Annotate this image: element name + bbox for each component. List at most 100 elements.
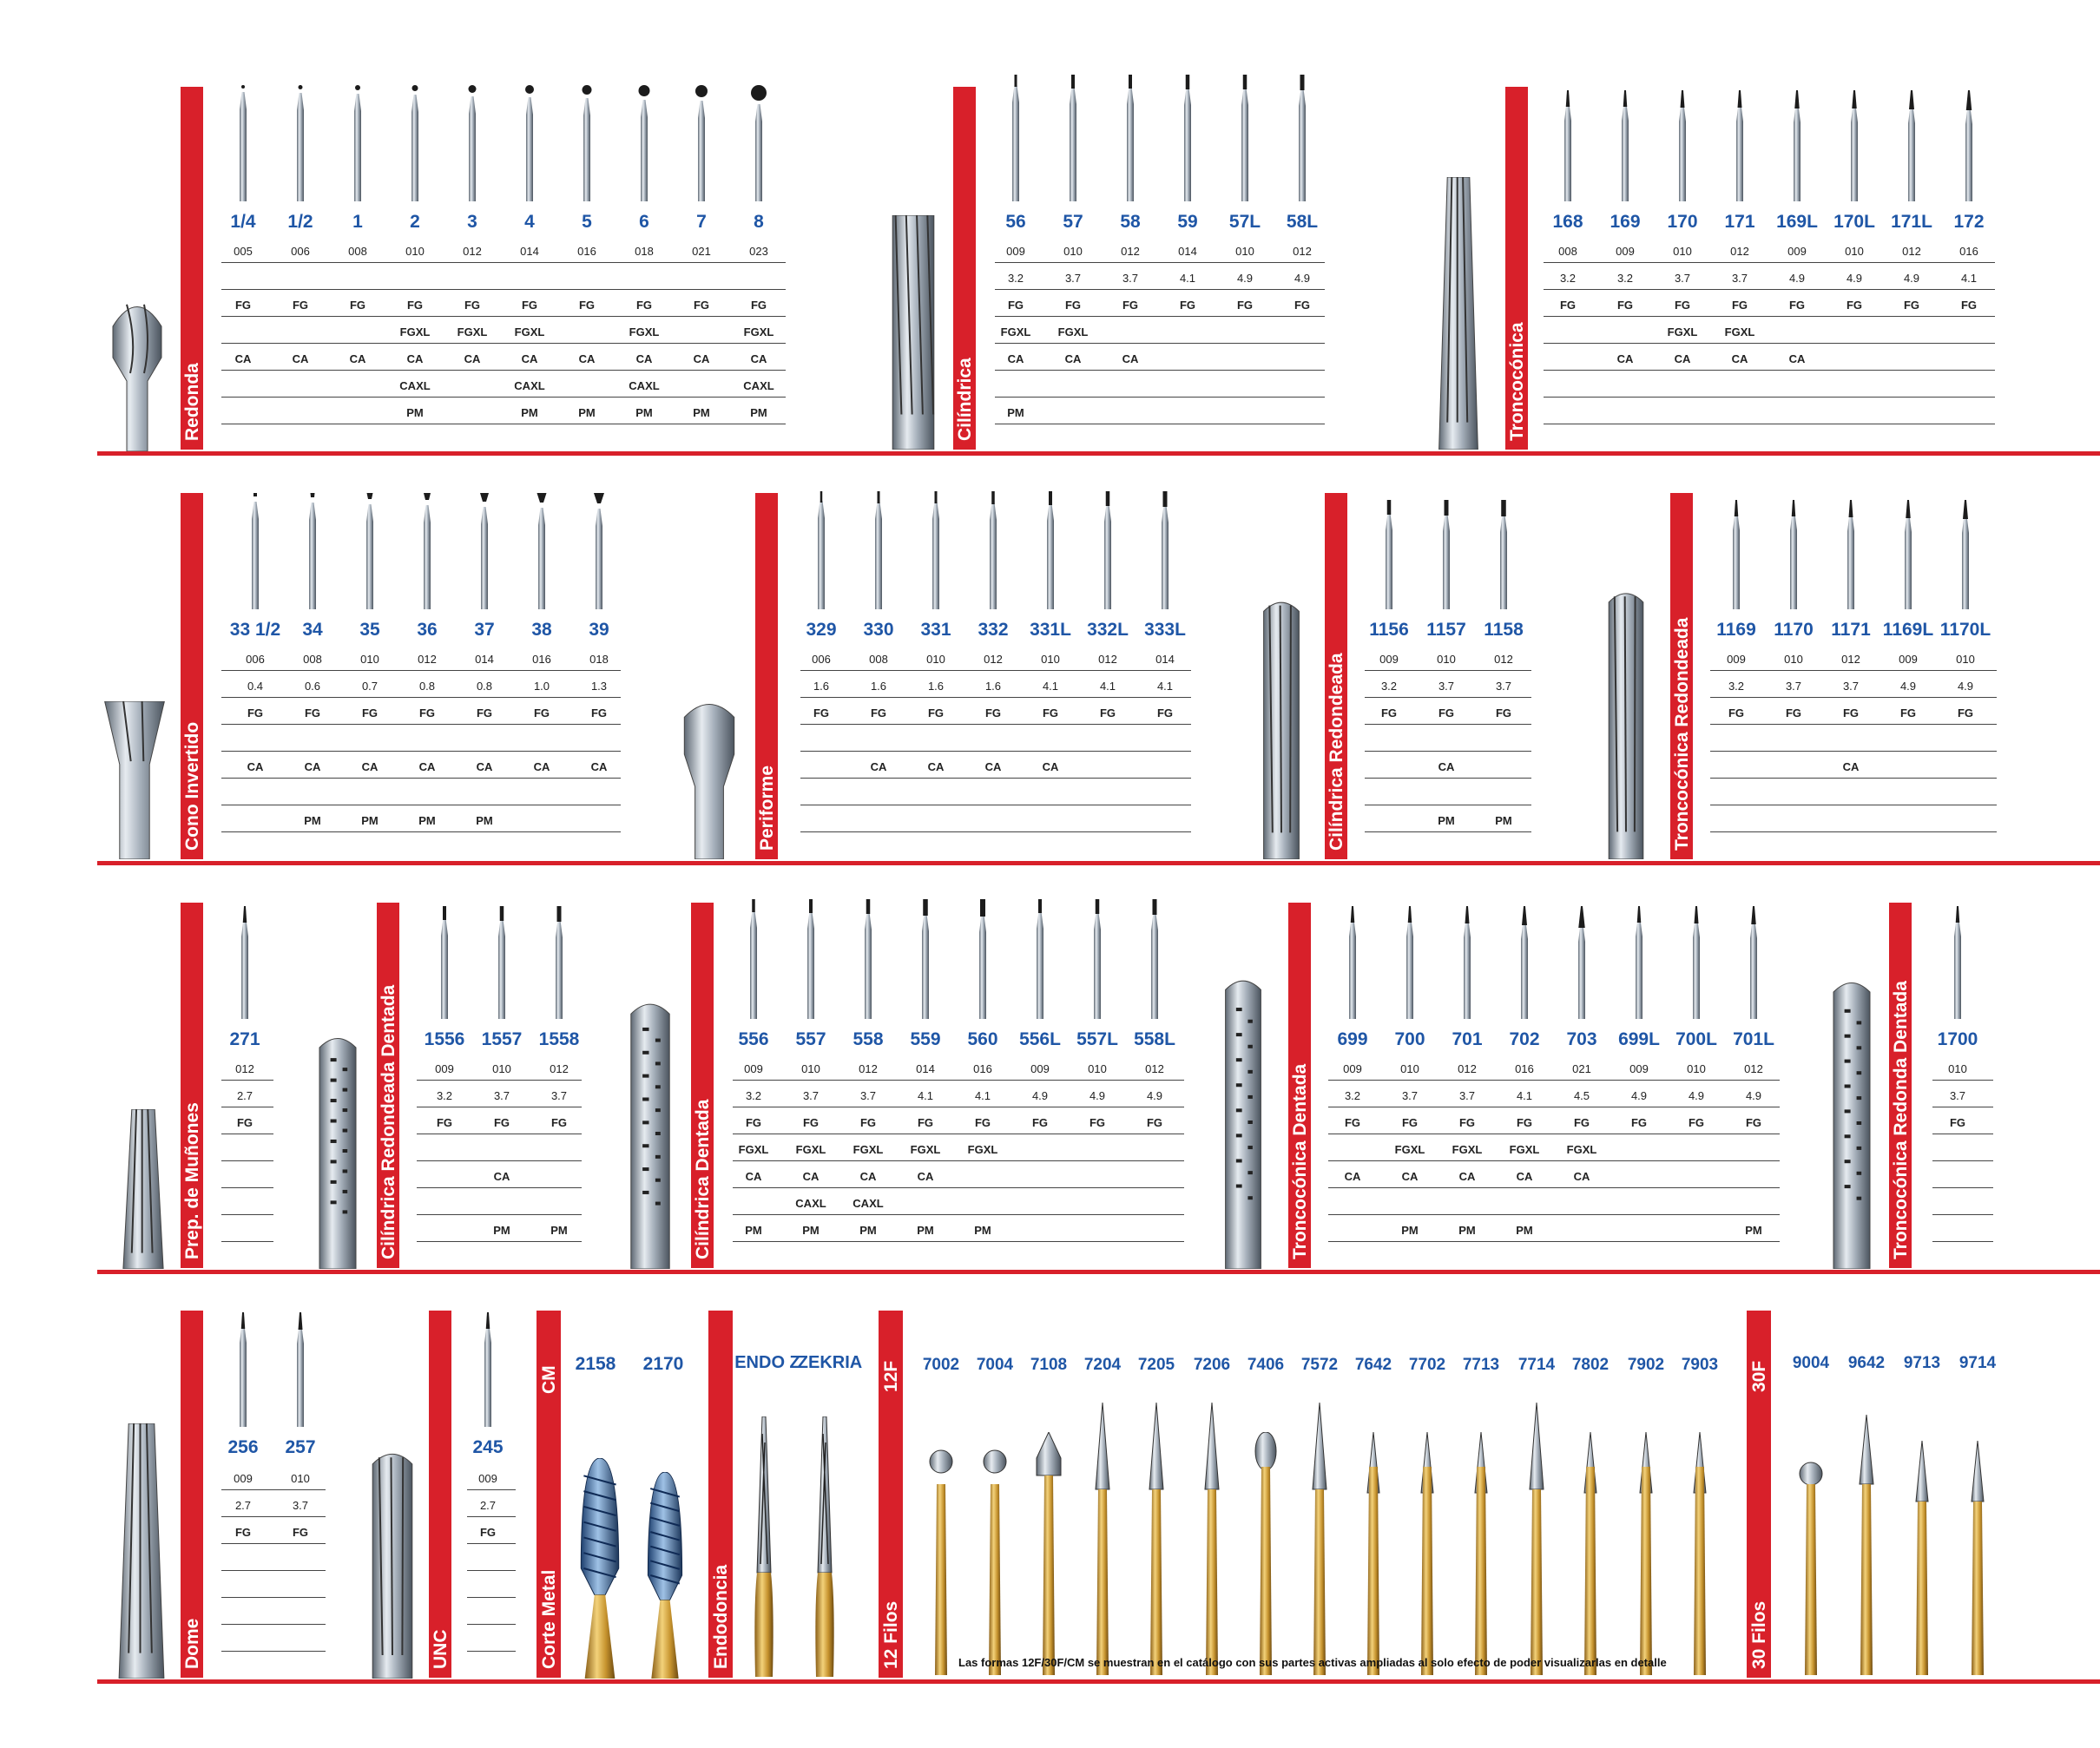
spec-cell: CA [1122, 352, 1139, 365]
table-rule [221, 1080, 273, 1081]
spec-cell: FG [234, 1526, 252, 1539]
bur-shank-icon [1443, 500, 1450, 609]
table-rule [417, 1187, 582, 1188]
spec-cell: 1.0 [533, 680, 550, 693]
bur-shank-icon [484, 1312, 491, 1427]
bur-shank-icon [1750, 906, 1757, 1019]
category-tab: Troncocónica [1505, 87, 1528, 450]
bur-code: 558 [853, 1029, 884, 1049]
table-rule [1710, 724, 1997, 725]
spec-cell: CAXL [629, 379, 660, 392]
table-rule [221, 262, 786, 263]
category-label: Dome [181, 1618, 202, 1669]
bur-shank-icon [297, 1312, 304, 1427]
category-label: UNC [430, 1629, 451, 1670]
table-rule [1710, 831, 1997, 832]
bur-code: 7903 [1681, 1356, 1719, 1374]
spec-cell: FG [292, 299, 309, 312]
table-rule [1932, 1214, 1993, 1215]
spec-cell: FG [1688, 1116, 1705, 1129]
twelve-flute-bur-icon [1693, 1432, 1707, 1675]
spec-cell: 4.9 [1630, 1089, 1648, 1102]
spec-cell: FG [1007, 299, 1024, 312]
spec-cell: 009 [1616, 245, 1635, 258]
bur-shank-icon [525, 85, 534, 201]
table-rule [221, 289, 786, 290]
bur-shank-icon [1151, 899, 1158, 1019]
spec-cell: 010 [1784, 653, 1803, 666]
spec-cell: PM [1401, 1224, 1419, 1237]
spec-cell: 012 [1494, 653, 1513, 666]
taper-bur-illustration [1438, 177, 1478, 450]
category-tab: Troncocónica Redonda Dentada [1889, 903, 1912, 1268]
bur-code: 7406 [1247, 1356, 1285, 1374]
category-label: Prep. de Muñones [181, 1102, 202, 1259]
spec-cell: CA [1458, 1170, 1476, 1183]
spec-cell: FGXL [629, 325, 660, 338]
spec-cell: 009 [478, 1472, 497, 1485]
spec-cell: 4.9 [1294, 272, 1311, 285]
bur-shank-icon [1794, 90, 1800, 201]
bur-shank-icon [1094, 899, 1101, 1019]
bur-shank-icon [1847, 500, 1854, 609]
table-rule [467, 1624, 516, 1625]
spec-cell: FG [578, 299, 596, 312]
spec-cell: 3.7 [1731, 272, 1748, 285]
spec-cell: FGXL [910, 1143, 941, 1156]
spec-cell: 4.9 [1031, 1089, 1049, 1102]
spec-cell: CA [521, 352, 538, 365]
spec-cell: 3.7 [1438, 680, 1455, 693]
spec-cell: FG [802, 1116, 820, 1129]
table-rule [1365, 697, 1531, 698]
table-rule [221, 670, 621, 671]
spec-cell: FG [464, 299, 481, 312]
table-rule [221, 1651, 326, 1652]
bur-shank-icon [807, 899, 814, 1019]
spec-cell: FG [1616, 299, 1634, 312]
spec-cell: 012 [418, 653, 437, 666]
twelve-flute-bur-icon [929, 1449, 953, 1675]
spec-cell: FG [1745, 1116, 1762, 1129]
bur-code: 556L [1019, 1029, 1061, 1049]
table-rule [221, 1597, 326, 1598]
spec-cell: 012 [1121, 245, 1140, 258]
spec-cell: FGXL [1057, 325, 1089, 338]
bur-code: 332L [1087, 620, 1129, 640]
spec-cell: FG [927, 706, 945, 720]
bur-code: 57L [1228, 212, 1261, 232]
category-label: Troncocónica [1506, 322, 1527, 441]
bur-shank-icon [1037, 899, 1043, 1019]
bur-code: 169 [1610, 212, 1641, 232]
category-short-label: 12F [881, 1360, 901, 1392]
spec-cell: CA [859, 1170, 877, 1183]
spec-cell: FG [292, 1526, 309, 1539]
spec-cell: 021 [692, 245, 711, 258]
spec-cell: 4.5 [1573, 1089, 1590, 1102]
spec-cell: 012 [235, 1062, 254, 1075]
spec-cell: FG [1099, 706, 1116, 720]
bur-shank-icon [498, 906, 505, 1019]
spec-cell: CA [745, 1170, 762, 1183]
table-rule [221, 316, 786, 317]
category-tab: 12 Filos [879, 1311, 903, 1678]
spec-cell: 008 [348, 245, 367, 258]
bur-code: 557L [1076, 1029, 1118, 1049]
spec-cell: 3.7 [1842, 680, 1860, 693]
category-label: Redonda [181, 363, 202, 441]
spec-cell: FG [1573, 1116, 1590, 1129]
spec-cell: 016 [532, 653, 551, 666]
bur-code: 331 [920, 620, 951, 640]
bur-code: 7002 [922, 1356, 960, 1374]
table-rule [221, 831, 621, 832]
bur-code: 558L [1134, 1029, 1175, 1049]
spec-cell: FG [974, 1116, 991, 1129]
spec-cell: 0.7 [361, 680, 379, 693]
spec-cell: 009 [1030, 1062, 1050, 1075]
twelve-flute-bur-icon [1474, 1432, 1488, 1675]
bur-code: 7702 [1408, 1356, 1446, 1374]
spec-cell: 012 [1744, 1062, 1763, 1075]
table-rule [800, 831, 1191, 832]
spec-cell: PM [1458, 1224, 1476, 1237]
spec-cell: FGXL [738, 1143, 769, 1156]
stump-prep-bur-illustration [122, 1109, 164, 1269]
